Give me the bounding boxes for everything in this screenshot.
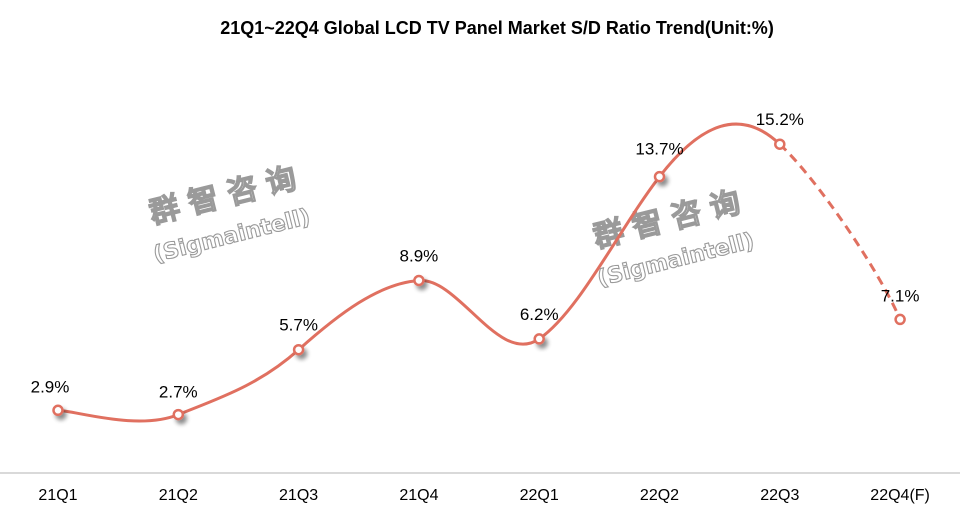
data-point-marker (52, 404, 64, 417)
series-sd-ratio (57, 122, 902, 423)
x-tick-label: 21Q2 (159, 487, 198, 504)
series-line-forecast (778, 143, 902, 321)
data-labels: 2.9% 2.7% 5.7% 8.9% 6.2% 13.7% 15.2% 7.1% (31, 110, 920, 401)
x-axis-tick-labels: 21Q1 21Q2 21Q3 21Q4 22Q1 22Q2 22Q3 22Q4(F) (38, 487, 929, 504)
x-tick-label: 22Q4(F) (870, 487, 930, 504)
data-label: 7.1% (881, 286, 920, 305)
data-label: 2.7% (159, 383, 198, 402)
data-label: 2.9% (31, 377, 70, 396)
series-markers (52, 138, 906, 421)
chart-title: 21Q1~22Q4 Global LCD TV Panel Market S/D… (220, 18, 774, 38)
data-point-marker (413, 274, 425, 287)
data-point-marker (774, 138, 786, 150)
x-tick-label: 21Q1 (38, 487, 77, 504)
x-tick-label: 21Q3 (279, 487, 318, 504)
data-point-marker (292, 343, 305, 356)
x-tick-label: 22Q3 (760, 487, 799, 504)
watermark-2: 群智咨询 (Sigmaintell) (589, 182, 757, 292)
x-tick-label: 22Q1 (520, 487, 559, 504)
data-point-marker (653, 170, 666, 183)
data-point-marker (172, 408, 185, 421)
data-point-marker (533, 333, 545, 345)
x-tick-label: 22Q2 (640, 487, 679, 504)
data-label: 5.7% (279, 316, 318, 335)
data-label: 13.7% (635, 140, 683, 159)
x-tick-label: 21Q4 (399, 487, 438, 504)
data-label: 15.2% (756, 110, 804, 129)
data-point-marker (894, 313, 906, 326)
data-label: 6.2% (520, 305, 559, 324)
data-label: 8.9% (400, 246, 439, 265)
watermark-1: 群智咨询 (Sigmaintell) (145, 158, 313, 268)
